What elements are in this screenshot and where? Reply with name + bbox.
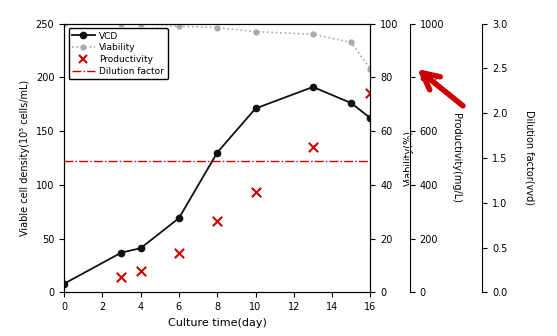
Point	[136, 268, 145, 274]
X-axis label: Culture time(day): Culture time(day)	[168, 318, 267, 328]
Point	[213, 219, 222, 224]
Y-axis label: Productivity(mg/L): Productivity(mg/L)	[451, 113, 461, 203]
Point	[117, 275, 126, 280]
Point	[366, 91, 375, 96]
Point	[251, 190, 260, 195]
Point	[174, 250, 183, 255]
Y-axis label: Dilution factor(vvd): Dilution factor(vvd)	[524, 111, 534, 205]
Point	[309, 144, 317, 150]
Y-axis label: Viability(%): Viability(%)	[404, 130, 414, 186]
Legend: VCD, Viability, Productivity, Dilution factor: VCD, Viability, Productivity, Dilution f…	[69, 28, 168, 79]
Y-axis label: Viable cell density(10⁵ cells/mL): Viable cell density(10⁵ cells/mL)	[20, 80, 30, 236]
